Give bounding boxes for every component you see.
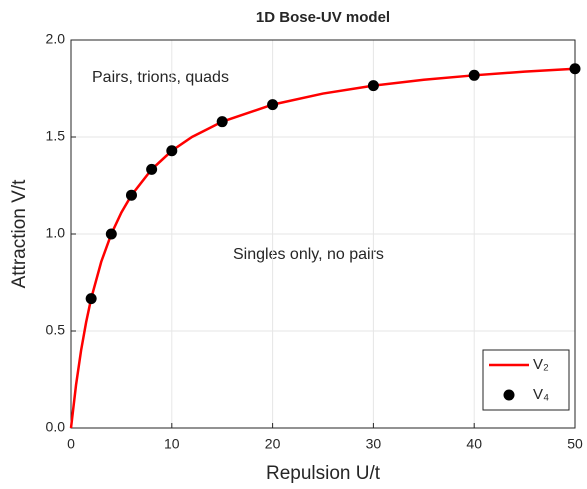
point	[468, 69, 480, 81]
point	[146, 163, 158, 175]
point	[267, 99, 279, 111]
point	[105, 228, 117, 240]
y-tick-label: 0.0	[46, 419, 66, 435]
y-tick-label: 2.0	[46, 31, 66, 47]
annotation: Singles only, no pairs	[233, 246, 384, 263]
x-tick-label: 50	[567, 436, 583, 452]
point	[166, 145, 178, 157]
y-tick-label: 0.5	[46, 322, 66, 338]
x-axis-label: Repulsion U/t	[266, 463, 381, 484]
y-tick-label: 1.0	[46, 225, 66, 241]
y-tick-label: 1.5	[46, 128, 66, 144]
point	[125, 189, 137, 201]
legend-box	[482, 349, 570, 411]
point	[569, 63, 581, 75]
legend-label: V₄	[533, 386, 549, 403]
y-axis-label: Attraction V/t	[9, 179, 30, 288]
axes-box	[70, 39, 576, 429]
legend-label: V₂	[533, 356, 549, 373]
annotation: Pairs, trions, quads	[92, 69, 229, 86]
point	[216, 116, 228, 128]
point	[367, 80, 379, 92]
x-tick-label: 40	[466, 436, 482, 452]
x-tick-label: 20	[265, 436, 281, 452]
legend-swatch	[503, 389, 515, 401]
x-tick-label: 30	[366, 436, 382, 452]
x-tick-label: 0	[67, 436, 75, 452]
x-tick-label: 10	[164, 436, 180, 452]
point	[85, 293, 97, 305]
curve	[69, 67, 576, 429]
chart-title: 1D Bose-UV model	[256, 9, 390, 26]
